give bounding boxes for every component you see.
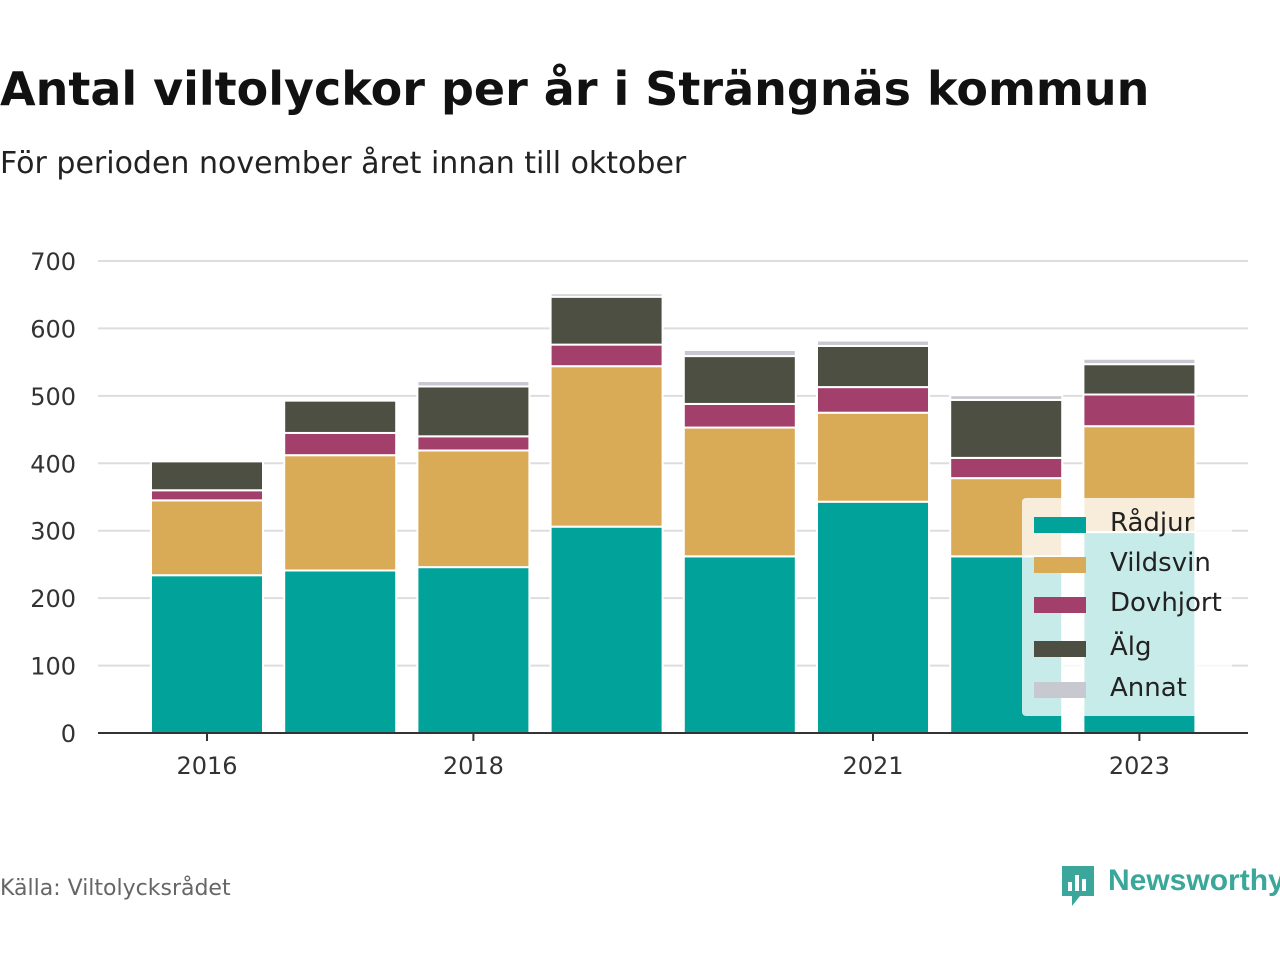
y-tick-label: 0 bbox=[61, 720, 76, 748]
bar-segment bbox=[1082, 357, 1197, 366]
bar-segment bbox=[283, 399, 398, 434]
brand-name: Newsworthy bbox=[1108, 864, 1280, 897]
bar-segment bbox=[416, 385, 531, 438]
legend-swatch-annat bbox=[1034, 682, 1086, 698]
y-tick-label: 500 bbox=[30, 383, 76, 411]
legend-swatch-dovhjort bbox=[1034, 597, 1086, 613]
legend: Rådjur Vildsvin Dovhjort Älg Annat bbox=[1022, 498, 1232, 716]
y-tick-label: 100 bbox=[30, 653, 76, 681]
legend-swatch-alg bbox=[1034, 641, 1086, 657]
bar-segment bbox=[416, 566, 531, 735]
legend-label-annat: Annat bbox=[1110, 673, 1187, 703]
legend-item-radjur: Rådjur bbox=[1034, 508, 1234, 540]
bar-segment bbox=[416, 380, 531, 388]
legend-item-alg: Älg bbox=[1034, 632, 1234, 664]
chart-title: Antal viltolyckor per år i Strängnäs kom… bbox=[0, 62, 1150, 116]
bar-segment bbox=[816, 339, 930, 347]
bar-segment bbox=[150, 574, 264, 735]
bar-segment bbox=[682, 426, 797, 558]
y-tick-label: 400 bbox=[30, 450, 76, 478]
y-tick-label: 300 bbox=[30, 518, 76, 546]
bar-segment bbox=[416, 435, 531, 452]
source-note: Källa: Viltolycksrådet bbox=[0, 876, 231, 901]
bar-segment bbox=[816, 500, 930, 734]
legend-label-alg: Älg bbox=[1110, 632, 1152, 662]
legend-label-dovhjort: Dovhjort bbox=[1110, 588, 1222, 618]
y-tick-label: 200 bbox=[30, 585, 76, 613]
legend-item-dovhjort: Dovhjort bbox=[1034, 588, 1234, 620]
bar-segment bbox=[416, 449, 531, 569]
bar-segment bbox=[549, 295, 664, 346]
y-tick-label: 700 bbox=[30, 248, 76, 276]
legend-item-vildsvin: Vildsvin bbox=[1034, 548, 1234, 580]
bar-segment bbox=[283, 569, 398, 734]
bar-segment bbox=[949, 398, 1064, 459]
legend-swatch-vildsvin bbox=[1034, 557, 1086, 573]
newsworthy-bar-chart-icon bbox=[1062, 866, 1094, 906]
x-tick-label: 2021 bbox=[842, 752, 903, 780]
bar-segment bbox=[549, 343, 664, 368]
legend-label-radjur: Rådjur bbox=[1110, 508, 1195, 538]
bar-segment bbox=[150, 489, 264, 502]
bar-segment bbox=[682, 349, 797, 358]
bar-segment bbox=[549, 292, 664, 298]
bar-segment bbox=[816, 386, 930, 414]
newsworthy-logo: Newsworthy bbox=[1058, 862, 1280, 910]
x-tick-label: 2018 bbox=[443, 752, 504, 780]
bar-segment bbox=[682, 555, 797, 735]
bar-segment bbox=[816, 344, 930, 389]
bar-segment bbox=[549, 525, 664, 734]
bar-segment bbox=[283, 454, 398, 572]
x-tick-label: 2023 bbox=[1109, 752, 1170, 780]
legend-label-vildsvin: Vildsvin bbox=[1110, 548, 1211, 578]
bar-segment bbox=[682, 355, 797, 405]
bar-segment bbox=[283, 397, 398, 402]
x-axis: 2016 2018 2021 2023 bbox=[98, 732, 1248, 780]
bar-segment bbox=[1082, 363, 1197, 396]
bar-segment bbox=[682, 402, 797, 429]
y-tick-label: 600 bbox=[30, 315, 76, 343]
bar-segment bbox=[949, 394, 1064, 401]
legend-item-annat: Annat bbox=[1034, 673, 1234, 705]
y-axis-ticks: 0 100 200 300 400 500 600 700 bbox=[30, 248, 76, 748]
bar-segment bbox=[816, 411, 930, 503]
bar-segment bbox=[150, 458, 264, 463]
bar-segment bbox=[1082, 393, 1197, 428]
bar-segment bbox=[283, 431, 398, 457]
bar-segment bbox=[150, 499, 264, 577]
legend-swatch-radjur bbox=[1034, 517, 1086, 533]
chart-subtitle: För perioden november året innan till ok… bbox=[0, 146, 687, 181]
bar-segment bbox=[549, 365, 664, 528]
x-tick-label: 2016 bbox=[176, 752, 237, 780]
bar-segment bbox=[150, 460, 264, 492]
bar-segment bbox=[949, 456, 1064, 480]
